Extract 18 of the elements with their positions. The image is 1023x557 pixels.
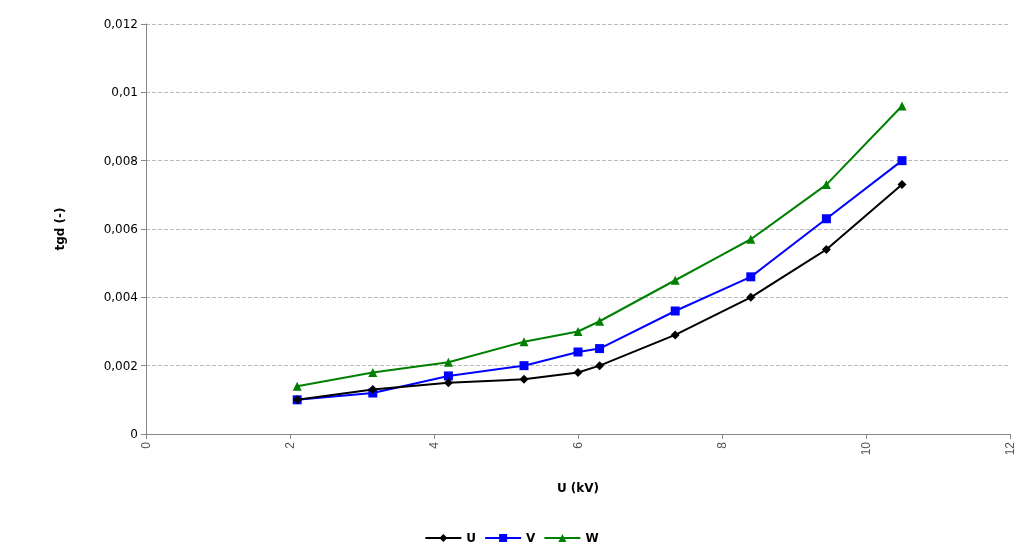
x-tick-label: 8 bbox=[715, 441, 729, 449]
x-tick-label: 10 bbox=[859, 441, 873, 456]
y-tick-label: 0,012 bbox=[103, 17, 138, 31]
y-axis-title: tgd (-) bbox=[53, 207, 67, 251]
legend-label: U bbox=[466, 531, 477, 545]
legend-label: W bbox=[585, 531, 599, 545]
x-tick-label: 2 bbox=[283, 441, 297, 449]
legend-label: V bbox=[526, 531, 537, 545]
x-tick-label: 6 bbox=[571, 441, 585, 449]
y-tick-label: 0,004 bbox=[103, 290, 138, 305]
x-axis-title: U (kV) bbox=[556, 481, 600, 495]
y-tick-label: 0,008 bbox=[103, 153, 138, 168]
x-tick-label: 0 bbox=[139, 441, 153, 449]
y-tick-label: 0,002 bbox=[103, 358, 138, 373]
x-tick-label: 12 bbox=[1003, 441, 1017, 456]
x-tick-label: 4 bbox=[427, 441, 441, 449]
y-tick-label: 0,006 bbox=[103, 222, 138, 236]
y-tick-label: 0,01 bbox=[111, 85, 138, 100]
